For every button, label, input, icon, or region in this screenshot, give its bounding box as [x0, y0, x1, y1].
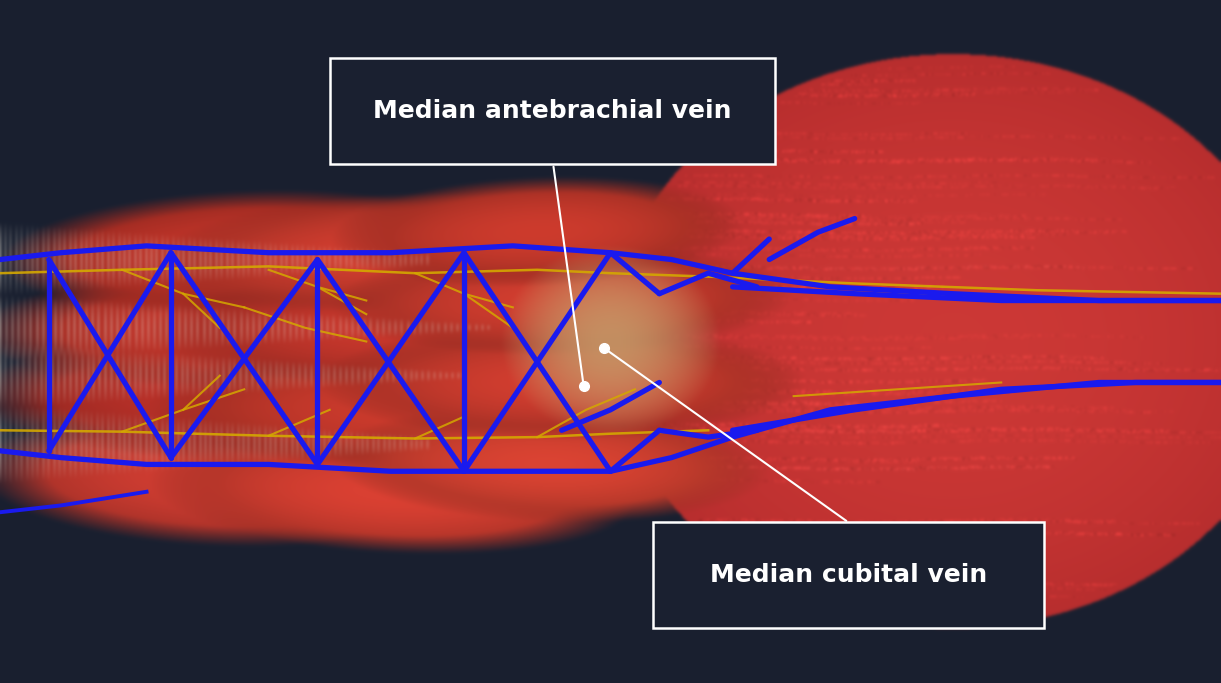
- FancyBboxPatch shape: [653, 522, 1044, 628]
- Text: Median cubital vein: Median cubital vein: [709, 563, 988, 587]
- FancyBboxPatch shape: [330, 58, 775, 164]
- Text: Median antebrachial vein: Median antebrachial vein: [374, 99, 731, 123]
